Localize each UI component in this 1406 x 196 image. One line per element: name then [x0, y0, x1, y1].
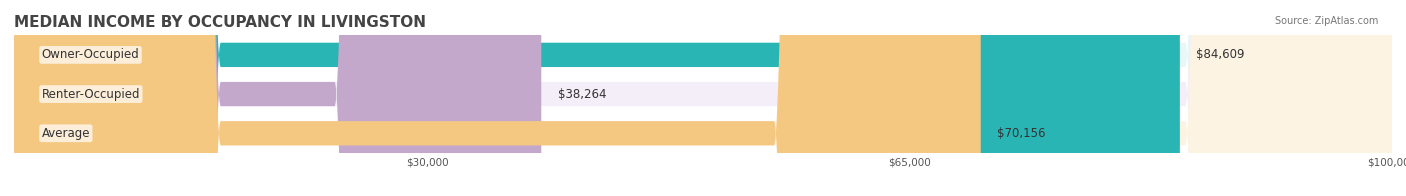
- FancyBboxPatch shape: [14, 0, 541, 196]
- Text: Average: Average: [42, 127, 90, 140]
- Text: Renter-Occupied: Renter-Occupied: [42, 88, 141, 101]
- FancyBboxPatch shape: [14, 0, 1392, 196]
- Text: $70,156: $70,156: [997, 127, 1046, 140]
- Text: $38,264: $38,264: [558, 88, 606, 101]
- FancyBboxPatch shape: [14, 0, 1392, 196]
- Text: Owner-Occupied: Owner-Occupied: [42, 48, 139, 61]
- Text: MEDIAN INCOME BY OCCUPANCY IN LIVINGSTON: MEDIAN INCOME BY OCCUPANCY IN LIVINGSTON: [14, 15, 426, 30]
- Text: $84,609: $84,609: [1197, 48, 1244, 61]
- FancyBboxPatch shape: [14, 0, 981, 196]
- FancyBboxPatch shape: [14, 0, 1180, 196]
- FancyBboxPatch shape: [14, 0, 1392, 196]
- Text: Source: ZipAtlas.com: Source: ZipAtlas.com: [1274, 16, 1378, 26]
